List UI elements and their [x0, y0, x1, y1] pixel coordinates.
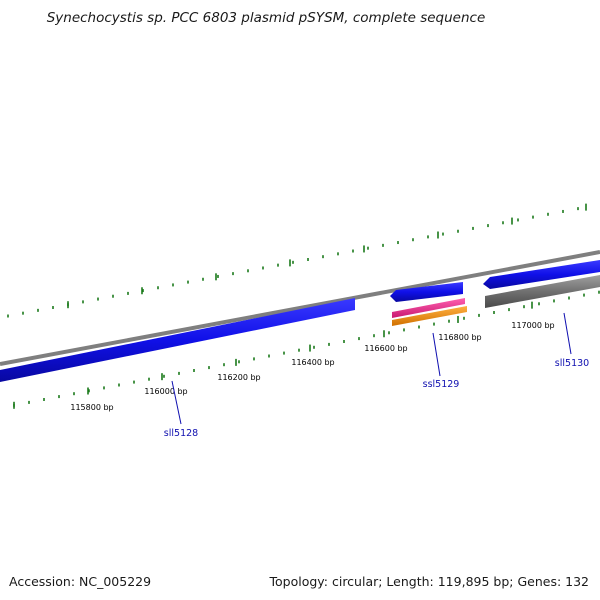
gene-leader-line: [171, 380, 182, 425]
gene-sll5128-feature[interactable]: [0, 298, 355, 382]
ruler-label-116000: 116000 bp: [144, 387, 187, 396]
gene-label-text[interactable]: ssl5129: [423, 379, 460, 390]
gray-feature[interactable]: [485, 275, 600, 308]
gene-label-sll5130[interactable]: sll5130: [555, 312, 589, 369]
upper-minor-ticks: [7, 207, 579, 318]
pink-feature[interactable]: [392, 298, 465, 318]
accession-text: Accession: NC_005229: [9, 574, 151, 589]
gene-label-text[interactable]: sll5128: [164, 428, 198, 439]
map-title: Synechocystis sp. PCC 6803 plasmid pSYSM…: [47, 10, 486, 26]
ruler-label-117000: 117000 bp: [511, 321, 554, 330]
sequence-backbone: [0, 250, 600, 366]
gene-sll5130-feature[interactable]: [483, 260, 600, 289]
gene-leader-line: [563, 312, 572, 355]
topology-summary: Topology: circular; Length: 119,895 bp; …: [269, 574, 590, 589]
ruler-label-116600: 116600 bp: [364, 344, 407, 353]
gene-leader-line: [432, 332, 441, 377]
gene-label-ssl5129[interactable]: ssl5129: [423, 332, 460, 390]
lower-minor-ticks: [13, 290, 600, 407]
lower-major-ticks: [13, 301, 533, 409]
gene-label-sll5128[interactable]: sll5128: [164, 380, 198, 439]
upper-ruler: [7, 203, 587, 318]
ruler-label-116800: 116800 bp: [438, 333, 481, 342]
orange-feature[interactable]: [392, 306, 467, 326]
ruler-label-115800: 115800 bp: [70, 403, 113, 412]
gene-label-text[interactable]: sll5130: [555, 358, 589, 369]
gene-ssl5129-feature[interactable]: [390, 282, 463, 302]
ruler-label-116200: 116200 bp: [217, 373, 260, 382]
upper-major-ticks: [67, 203, 587, 309]
lower-ruler: 115800 bp 116000 bp 116200 bp 116400 bp …: [13, 290, 600, 412]
ruler-label-116400: 116400 bp: [291, 358, 334, 367]
